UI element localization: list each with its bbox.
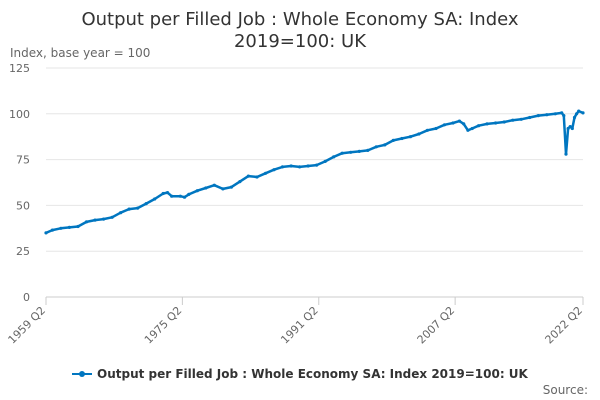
- data-point[interactable]: [44, 231, 48, 235]
- data-point[interactable]: [187, 192, 191, 196]
- y-axis-ticks: 0 25 50 75 100 125: [9, 62, 30, 304]
- data-point[interactable]: [502, 120, 506, 124]
- y-axis-label: Index, base year = 100: [10, 46, 150, 60]
- data-point[interactable]: [575, 112, 579, 116]
- x-tick-label: 1991 Q2: [278, 304, 321, 347]
- data-point[interactable]: [238, 180, 242, 184]
- data-point[interactable]: [536, 114, 540, 118]
- series-line-0[interactable]: [44, 109, 585, 235]
- data-point[interactable]: [564, 152, 568, 156]
- y-tick-label: 75: [16, 154, 30, 167]
- data-point[interactable]: [212, 183, 216, 187]
- data-point[interactable]: [136, 206, 140, 210]
- data-point[interactable]: [560, 111, 564, 115]
- data-point[interactable]: [340, 151, 344, 155]
- gridlines: [46, 67, 583, 252]
- data-point[interactable]: [127, 207, 131, 211]
- data-point[interactable]: [494, 121, 498, 125]
- data-point[interactable]: [323, 159, 327, 163]
- data-point[interactable]: [566, 126, 570, 131]
- data-point[interactable]: [59, 226, 63, 230]
- data-point[interactable]: [434, 126, 438, 131]
- data-point[interactable]: [391, 138, 395, 142]
- data-point[interactable]: [577, 109, 581, 113]
- data-point[interactable]: [519, 117, 523, 121]
- data-point[interactable]: [246, 174, 250, 178]
- data-point[interactable]: [562, 114, 566, 118]
- data-point[interactable]: [383, 143, 387, 147]
- data-point[interactable]: [298, 165, 302, 169]
- data-point[interactable]: [511, 118, 515, 122]
- data-point[interactable]: [470, 126, 474, 131]
- data-point[interactable]: [425, 128, 429, 132]
- data-point[interactable]: [477, 124, 481, 128]
- data-point[interactable]: [528, 115, 532, 120]
- legend-dot-marker: [79, 371, 85, 377]
- data-point[interactable]: [165, 191, 170, 195]
- data-point[interactable]: [280, 165, 285, 169]
- data-point[interactable]: [76, 224, 80, 229]
- data-point[interactable]: [110, 215, 114, 219]
- data-point[interactable]: [161, 191, 165, 196]
- x-axis-ticks: 1959 Q2 1975 Q2 1991 Q2 2007 Q2 2022 Q2: [6, 297, 586, 347]
- data-point[interactable]: [366, 148, 370, 152]
- data-point[interactable]: [229, 185, 233, 189]
- data-point[interactable]: [315, 163, 319, 167]
- data-point[interactable]: [144, 202, 148, 206]
- data-point[interactable]: [581, 111, 585, 115]
- data-point[interactable]: [84, 220, 89, 224]
- chart-title-line-1: Output per Filled Job : Whole Economy SA…: [81, 9, 518, 30]
- data-point[interactable]: [50, 228, 55, 232]
- data-point[interactable]: [221, 187, 225, 191]
- data-point[interactable]: [255, 175, 259, 179]
- x-tick-label: 2007 Q2: [415, 304, 458, 347]
- data-point[interactable]: [568, 125, 572, 129]
- data-point[interactable]: [153, 197, 157, 201]
- y-tick-label: 25: [16, 245, 30, 258]
- chart-title-line-2: 2019=100: UK: [234, 31, 367, 52]
- y-tick-label: 50: [16, 199, 30, 212]
- data-point[interactable]: [451, 121, 455, 125]
- data-point[interactable]: [466, 128, 470, 132]
- data-point[interactable]: [357, 149, 361, 153]
- data-point[interactable]: [570, 126, 574, 131]
- data-point[interactable]: [195, 189, 199, 193]
- data-point[interactable]: [332, 155, 336, 159]
- data-point[interactable]: [457, 119, 461, 123]
- data-point[interactable]: [442, 123, 447, 127]
- y-tick-label: 125: [9, 62, 30, 75]
- data-point[interactable]: [67, 225, 71, 229]
- data-point[interactable]: [178, 194, 182, 198]
- source-label: Source:: [543, 383, 588, 397]
- data-point[interactable]: [462, 122, 466, 126]
- x-tick-label: 2022 Q2: [543, 304, 586, 347]
- data-point[interactable]: [170, 194, 174, 198]
- data-point[interactable]: [553, 112, 557, 116]
- y-tick-label: 0: [23, 291, 30, 304]
- data-point[interactable]: [417, 132, 421, 136]
- data-point[interactable]: [93, 218, 97, 222]
- data-point[interactable]: [485, 122, 489, 126]
- data-point[interactable]: [374, 145, 378, 149]
- data-point[interactable]: [306, 164, 310, 168]
- data-point[interactable]: [545, 113, 549, 117]
- data-point[interactable]: [289, 164, 293, 168]
- data-point[interactable]: [272, 168, 276, 172]
- legend[interactable]: Output per Filled Job : Whole Economy SA…: [72, 367, 529, 381]
- data-point[interactable]: [182, 195, 187, 199]
- data-point[interactable]: [101, 217, 106, 221]
- data-point[interactable]: [408, 135, 412, 139]
- data-point[interactable]: [204, 186, 208, 190]
- data-point[interactable]: [400, 136, 404, 141]
- data-point[interactable]: [349, 150, 353, 154]
- data-point[interactable]: [119, 211, 123, 215]
- x-tick-label: 1975 Q2: [142, 304, 185, 347]
- x-tick-label: 1959 Q2: [6, 304, 49, 347]
- data-point[interactable]: [263, 171, 268, 175]
- series-layer: [44, 109, 585, 235]
- data-point[interactable]: [572, 115, 577, 120]
- legend-series-label: Output per Filled Job : Whole Economy SA…: [97, 367, 529, 381]
- y-tick-label: 100: [9, 108, 30, 121]
